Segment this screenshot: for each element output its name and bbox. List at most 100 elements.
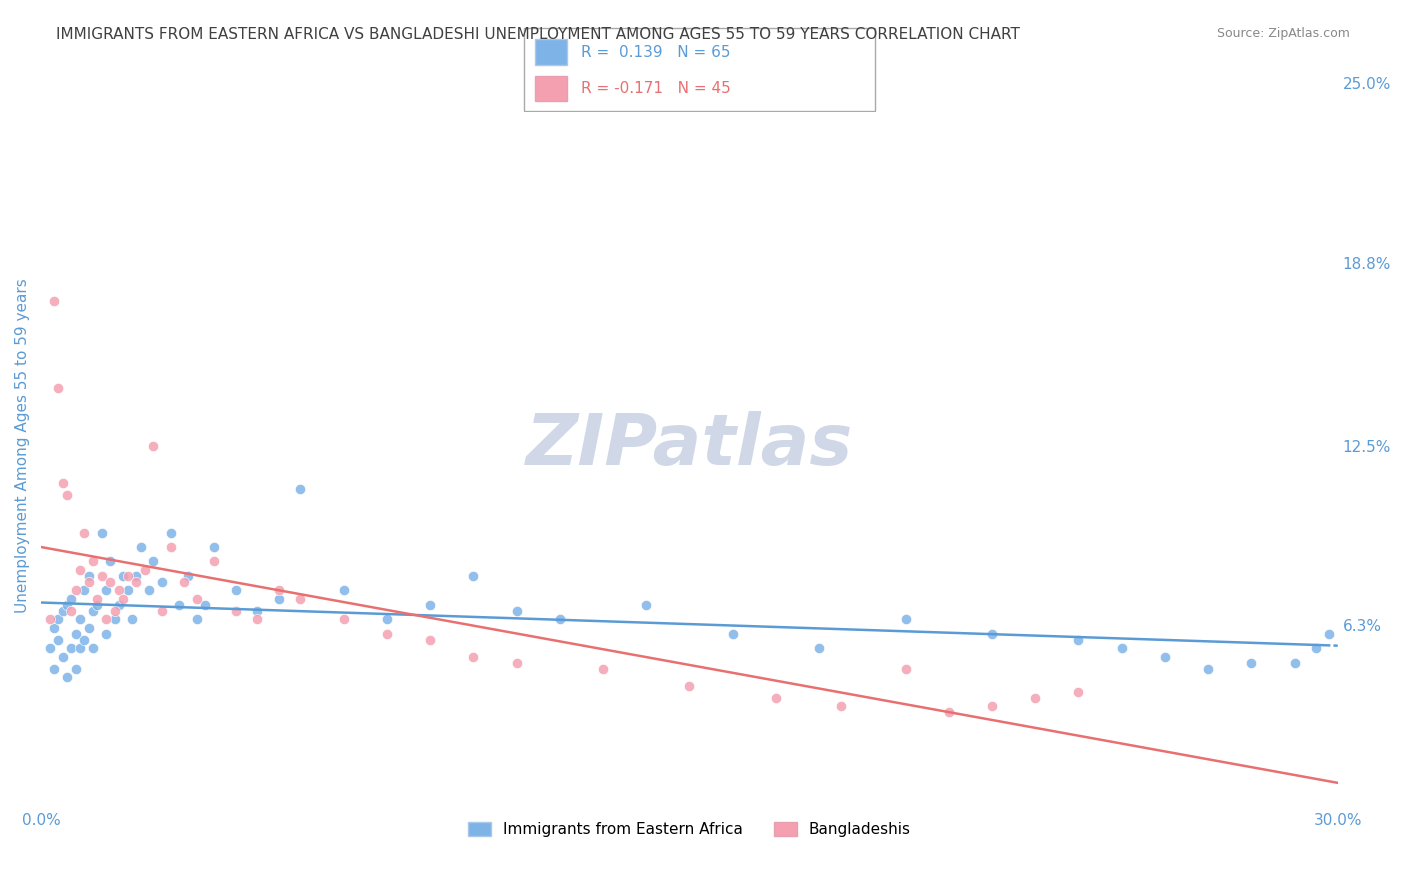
Point <box>375 627 398 641</box>
Point <box>65 627 87 641</box>
FancyBboxPatch shape <box>524 28 875 111</box>
Point <box>98 574 121 589</box>
Point <box>548 612 571 626</box>
Point <box>65 662 87 676</box>
Point <box>42 621 65 635</box>
Point <box>42 293 65 308</box>
Point <box>375 612 398 626</box>
Point <box>112 592 135 607</box>
Point <box>60 604 83 618</box>
Point <box>894 662 917 676</box>
Legend: Immigrants from Eastern Africa, Bangladeshis: Immigrants from Eastern Africa, Banglade… <box>463 816 917 844</box>
Point <box>77 574 100 589</box>
Point <box>82 641 104 656</box>
Point <box>86 598 108 612</box>
Point <box>938 705 960 719</box>
Point <box>678 679 700 693</box>
Point <box>69 641 91 656</box>
Point <box>52 650 75 665</box>
Point <box>1305 641 1327 656</box>
Point <box>103 612 125 626</box>
Point <box>48 632 70 647</box>
Point <box>48 612 70 626</box>
Point <box>60 641 83 656</box>
Point <box>65 583 87 598</box>
Point <box>1067 632 1090 647</box>
Point <box>202 554 225 568</box>
Point <box>150 604 173 618</box>
Y-axis label: Unemployment Among Ages 55 to 59 years: Unemployment Among Ages 55 to 59 years <box>15 278 30 613</box>
Point <box>194 598 217 612</box>
Point <box>77 569 100 583</box>
Point <box>125 574 148 589</box>
Point <box>73 525 96 540</box>
Point <box>90 569 112 583</box>
Point <box>159 540 181 554</box>
Point <box>77 621 100 635</box>
Point <box>894 612 917 626</box>
Point <box>463 650 485 665</box>
Point <box>42 662 65 676</box>
Point <box>125 569 148 583</box>
Bar <box>534 39 567 65</box>
Point <box>60 592 83 607</box>
Point <box>592 662 614 676</box>
Point <box>830 699 852 714</box>
Point <box>159 525 181 540</box>
Point <box>1317 627 1340 641</box>
Point <box>186 592 208 607</box>
Point <box>246 604 269 618</box>
Point <box>94 612 117 626</box>
Point <box>150 574 173 589</box>
Point <box>290 592 312 607</box>
Point <box>129 540 152 554</box>
Point <box>332 612 354 626</box>
Point <box>177 569 200 583</box>
Point <box>69 563 91 577</box>
Point <box>419 598 441 612</box>
Point <box>90 525 112 540</box>
Bar <box>534 76 567 102</box>
Point <box>173 574 195 589</box>
Point <box>246 612 269 626</box>
Point <box>52 604 75 618</box>
Point <box>332 583 354 598</box>
Point <box>73 632 96 647</box>
Point <box>103 604 125 618</box>
Point <box>1024 690 1046 705</box>
Point <box>636 598 658 612</box>
Point <box>69 612 91 626</box>
Point <box>73 583 96 598</box>
Point <box>108 583 131 598</box>
Point <box>225 583 247 598</box>
Point <box>290 482 312 496</box>
Point <box>112 569 135 583</box>
Point <box>82 604 104 618</box>
Text: ZIPatlas: ZIPatlas <box>526 411 853 480</box>
Point <box>1111 641 1133 656</box>
Point <box>138 583 160 598</box>
Point <box>808 641 831 656</box>
Point <box>169 598 191 612</box>
Point <box>981 699 1004 714</box>
Point <box>108 598 131 612</box>
Point <box>505 656 527 670</box>
Point <box>98 554 121 568</box>
Text: IMMIGRANTS FROM EASTERN AFRICA VS BANGLADESHI UNEMPLOYMENT AMONG AGES 55 TO 59 Y: IMMIGRANTS FROM EASTERN AFRICA VS BANGLA… <box>56 27 1021 42</box>
Point <box>86 592 108 607</box>
Point <box>52 476 75 491</box>
Point <box>38 641 60 656</box>
Point <box>1284 656 1306 670</box>
Point <box>186 612 208 626</box>
Point <box>1197 662 1219 676</box>
Point <box>1067 685 1090 699</box>
Point <box>56 670 79 684</box>
Point <box>981 627 1004 641</box>
Text: Source: ZipAtlas.com: Source: ZipAtlas.com <box>1216 27 1350 40</box>
Point <box>56 598 79 612</box>
Point <box>765 690 787 705</box>
Point <box>1154 650 1177 665</box>
Point <box>117 583 139 598</box>
Point <box>721 627 744 641</box>
Point <box>94 627 117 641</box>
